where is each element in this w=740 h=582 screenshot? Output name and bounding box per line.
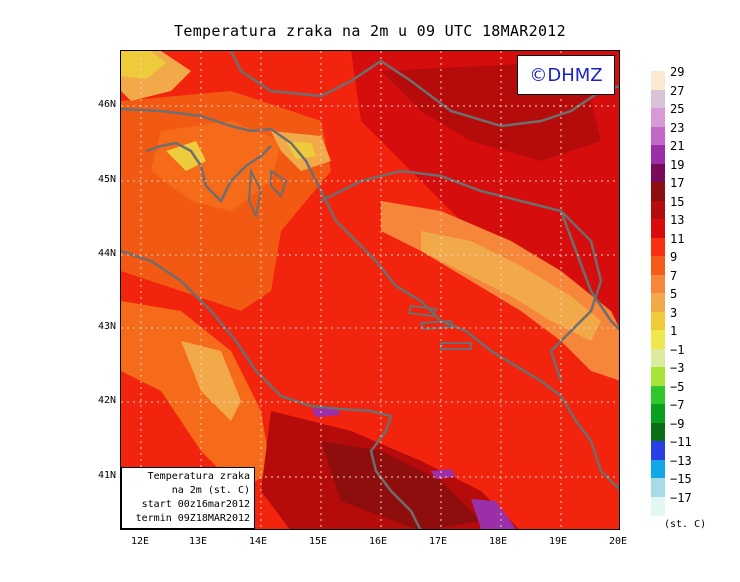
coastline-istria [145, 141, 272, 204]
legend-swatch [651, 311, 665, 331]
lat-tick-42n: 42N [97, 395, 116, 406]
cool-zone-istria-2 [166, 141, 206, 171]
warm-zone-purple-3 [471, 499, 516, 529]
legend-swatch [651, 367, 665, 386]
lon-tick-19e: 19E [548, 536, 568, 547]
legend-swatch [651, 237, 665, 257]
cool-zone-istria [151, 121, 281, 211]
legend-swatch [651, 145, 665, 164]
cool-zone-alpine-2 [121, 51, 166, 79]
legend-label: 3 [670, 305, 678, 320]
legend-label: −3 [670, 361, 685, 375]
legend-label: 11 [670, 231, 685, 246]
legend-label: −13 [670, 453, 692, 468]
lat-tick-43n: 43N [97, 321, 116, 332]
legend-label: −11 [670, 435, 692, 449]
cool-zone-italy [121, 301, 271, 491]
legend-swatch [651, 293, 665, 312]
legend-swatch [651, 330, 665, 349]
graticule [121, 51, 619, 529]
lon-tick-16e: 16E [368, 536, 388, 547]
info-line-4: termin 09Z18MAR2012 [135, 513, 250, 524]
island-brac [407, 304, 438, 318]
legend-label: 23 [670, 120, 685, 135]
legend-swatch [651, 385, 665, 405]
lat-tick-45n: 45N [97, 174, 116, 185]
temperature-map[interactable]: ©DHMZ Temperatura zraka na 2m (st. C) st… [120, 50, 620, 530]
cool-zone-dinaric-2 [421, 231, 601, 341]
legend-label: 15 [670, 194, 685, 209]
legend-label: −5 [670, 379, 685, 394]
legend-swatch [651, 404, 665, 423]
legend-label: 19 [670, 157, 685, 172]
lon-tick-20e: 20E [608, 536, 628, 547]
legend-swatch [651, 496, 665, 516]
map-canvas [121, 51, 619, 529]
lon-tick-15e: 15E [308, 536, 328, 547]
legend-swatch [651, 441, 665, 460]
legend-label: 27 [670, 83, 685, 98]
legend-label: 29 [670, 65, 685, 79]
legend-label: −15 [670, 472, 692, 486]
legend-swatch [651, 422, 665, 442]
legend-label: 5 [670, 287, 678, 301]
legend-unit: (st. C) [664, 519, 707, 530]
info-box: Temperatura zraka na 2m (st. C) start 00… [121, 467, 255, 529]
legend-swatch [651, 219, 665, 238]
lon-tick-18e: 18E [488, 536, 508, 547]
legend-swatch [651, 108, 665, 127]
legend-label: 7 [670, 268, 678, 283]
warm-zone-purple-2 [431, 469, 456, 479]
map-title: Temperatura zraka na 2m u 09 UTC 18MAR20… [174, 22, 566, 40]
legend-swatch [651, 256, 665, 275]
legend-swatch [651, 182, 665, 201]
lon-tick-12e: 12E [130, 536, 150, 547]
legend-label: 13 [670, 213, 685, 227]
legend-label: 17 [670, 176, 685, 190]
legend-swatch [651, 163, 665, 183]
info-line-2: na 2m (st. C) [171, 485, 250, 496]
cool-zone-italy-2 [181, 341, 241, 421]
lat-tick-46n: 46N [97, 99, 116, 110]
legend-label: −7 [670, 398, 685, 412]
legend-label: −9 [670, 416, 685, 431]
legend-label: 21 [670, 139, 685, 153]
lat-tick-41n: 41N [97, 470, 116, 481]
legend-swatch [651, 71, 665, 90]
legend-label: 9 [670, 250, 678, 264]
border-montenegro [559, 395, 619, 491]
island-cres [247, 167, 263, 220]
legend-swatch [651, 200, 665, 220]
lat-tick-44n: 44N [97, 248, 116, 259]
info-line-1: Temperatura zraka [147, 471, 250, 482]
legend-swatch [651, 478, 665, 497]
legend-swatch [651, 459, 665, 479]
legend-label: −1 [670, 342, 685, 357]
lon-tick-13e: 13E [188, 536, 208, 547]
legend-swatch [651, 126, 665, 146]
legend-label: −17 [670, 490, 692, 505]
legend-label: 1 [670, 324, 678, 338]
coastline [121, 107, 562, 397]
border-serbia [559, 210, 619, 331]
legend-label: 25 [670, 102, 685, 116]
legend-swatch [651, 89, 665, 109]
lon-tick-14e: 14E [248, 536, 268, 547]
dhmz-copyright-logo: ©DHMZ [517, 55, 615, 95]
info-line-3: start 00z16mar2012 [141, 499, 250, 510]
lon-tick-17e: 17E [428, 536, 448, 547]
legend-swatch [651, 274, 665, 294]
border-north [229, 51, 619, 128]
legend-swatch [651, 348, 665, 368]
